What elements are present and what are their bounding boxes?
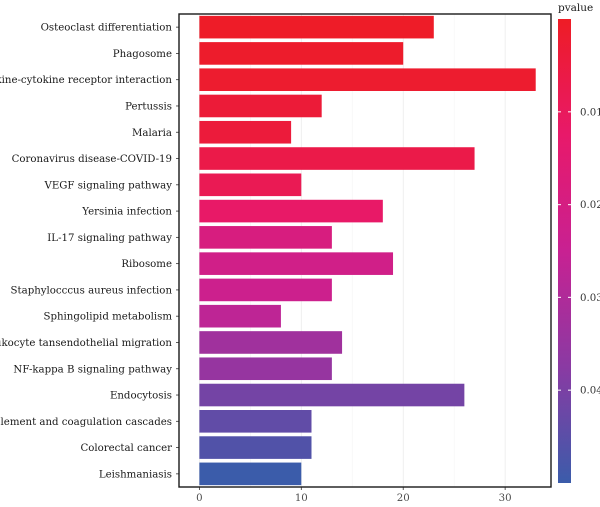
bar (199, 331, 343, 354)
bar (199, 304, 281, 328)
bar (199, 436, 312, 459)
category-label: Osteoclast differentiation (41, 23, 173, 34)
category-label: Leukocyte tansendothelial migration (0, 338, 172, 349)
bar (199, 42, 404, 65)
bar (199, 94, 322, 118)
legend-tick-label: 0.02 (580, 200, 600, 211)
category-label: Phagosome (113, 49, 172, 60)
category-label: Ribosome (121, 259, 172, 270)
category-label: Complement and coagulation cascades (0, 417, 172, 428)
bar (199, 252, 394, 275)
bar (199, 410, 312, 433)
category-label: Yersinia infection (81, 207, 172, 218)
x-tick-label: 0 (196, 493, 202, 504)
bar (199, 68, 536, 91)
legend-colorbar (558, 19, 571, 483)
legend-tick-label: 0.04 (580, 386, 600, 397)
bar (199, 462, 302, 486)
bar (199, 226, 332, 249)
category-label: Malaria (132, 128, 172, 139)
bar (199, 15, 434, 39)
bar (199, 357, 332, 381)
category-label: Colorectal cancer (80, 443, 172, 454)
bar (199, 383, 465, 407)
grid-lines (198, 14, 506, 487)
bar (199, 147, 475, 170)
bar (199, 120, 292, 144)
category-label: Staphylocccus aureus infection (11, 285, 173, 296)
x-axis-ticks: 0 10 20 30 (196, 487, 512, 504)
bar (199, 278, 332, 302)
category-label: Pertussis (125, 101, 172, 112)
x-tick-label: 10 (295, 493, 308, 504)
category-label: Endocytosis (110, 391, 172, 402)
category-label: Sphingolipid metabolism (43, 312, 172, 323)
color-legend: pvalue 0.01 0.02 0.03 0.04 (558, 2, 600, 483)
x-tick-label: 30 (499, 493, 512, 504)
category-label: Leishmaniasis (99, 469, 172, 480)
category-label: Cytokine-cytokine receptor interaction (0, 75, 172, 86)
bar (199, 199, 383, 223)
legend-title: pvalue (558, 2, 593, 14)
legend-tick-label: 0.01 (580, 107, 600, 118)
bars (199, 15, 536, 486)
plot-panel-border (178, 13, 552, 488)
category-label: IL-17 signaling pathway (47, 233, 172, 244)
category-labels: Osteoclast differentiation Phagosome Cytok… (0, 23, 179, 480)
legend-tick-label: 0.03 (580, 293, 600, 304)
x-tick-label: 20 (397, 493, 410, 504)
category-label: Coronavirus disease-COVID-19 (12, 154, 172, 165)
category-label: NF-kappa B signaling pathway (13, 364, 172, 375)
category-label: VEGF signaling pathway (43, 180, 172, 191)
bar (199, 173, 302, 197)
